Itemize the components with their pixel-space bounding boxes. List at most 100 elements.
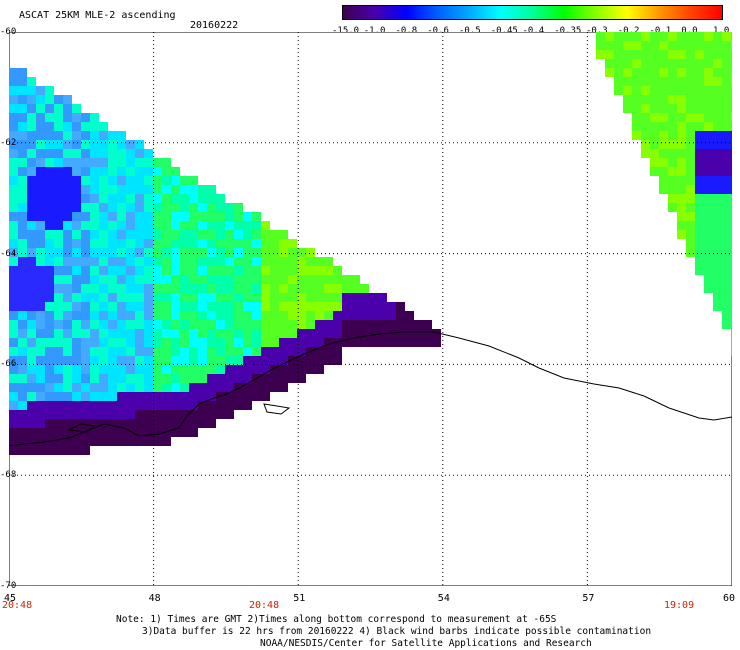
note-line-2: 3)Data buffer is 22 hrs from 20160222 4)… [142, 626, 652, 637]
wind-cell [99, 284, 108, 293]
wind-cell [72, 311, 81, 320]
wind-cell [252, 320, 261, 329]
wind-cell [99, 131, 108, 140]
wind-cell [27, 230, 36, 239]
wind-cell [126, 329, 135, 338]
wind-cell [162, 365, 171, 374]
wind-cell [9, 149, 18, 158]
wind-cell [126, 167, 135, 176]
wind-cell [63, 113, 72, 122]
wind-cell [405, 311, 414, 320]
wind-cell [9, 320, 18, 329]
wind-cell [162, 419, 171, 428]
wind-cell [54, 167, 63, 176]
wind-cell [297, 266, 306, 275]
wind-cell [677, 140, 686, 149]
wind-cell [54, 104, 63, 113]
wind-cell [623, 104, 632, 113]
wind-cell [171, 284, 180, 293]
wind-cell [614, 86, 623, 95]
wind-cell [27, 149, 36, 158]
wind-cell [279, 356, 288, 365]
wind-cell [18, 221, 27, 230]
wind-cell [324, 302, 333, 311]
wind-cell [108, 176, 117, 185]
wind-cell [225, 230, 234, 239]
wind-cell [117, 383, 126, 392]
wind-cell [324, 320, 333, 329]
wind-cell [270, 284, 279, 293]
wind-cell [252, 239, 261, 248]
wind-cell [632, 41, 641, 50]
wind-cell [108, 194, 117, 203]
wind-cell [72, 374, 81, 383]
wind-cell [27, 329, 36, 338]
wind-cell [72, 257, 81, 266]
wind-cell [722, 131, 731, 140]
wind-cell [713, 32, 722, 41]
antarctic-coastline [9, 331, 732, 447]
wind-cell [90, 167, 99, 176]
wind-cell [153, 293, 162, 302]
wind-cell [126, 230, 135, 239]
wind-cell [72, 194, 81, 203]
wind-cell [677, 149, 686, 158]
wind-cell [198, 338, 207, 347]
wind-cell [722, 320, 731, 329]
wind-cell [108, 158, 117, 167]
wind-cell [99, 329, 108, 338]
wind-cell [360, 284, 369, 293]
note-line-1: Note: 1) Times are GMT 2)Times along bot… [116, 614, 557, 625]
wind-cell [713, 275, 722, 284]
wind-cell [45, 221, 54, 230]
wind-cell [351, 320, 360, 329]
wind-cell [45, 185, 54, 194]
wind-cell [108, 212, 117, 221]
wind-cell [18, 329, 27, 338]
wind-cell [695, 203, 704, 212]
wind-cell [396, 329, 405, 338]
wind-cell [153, 176, 162, 185]
wind-cell [36, 374, 45, 383]
wind-cell [641, 86, 650, 95]
wind-cell [108, 356, 117, 365]
wind-cell [54, 446, 63, 455]
wind-cell [171, 239, 180, 248]
wind-cell [632, 122, 641, 131]
wind-cell [126, 266, 135, 275]
wind-cell [54, 230, 63, 239]
wind-cell [216, 230, 225, 239]
wind-cell [189, 239, 198, 248]
wind-cell [126, 338, 135, 347]
wind-cell [72, 203, 81, 212]
wind-cell [198, 302, 207, 311]
wind-cell [63, 194, 72, 203]
wind-cell [63, 302, 72, 311]
wind-cell [650, 140, 659, 149]
wind-cell [18, 311, 27, 320]
wind-cell [650, 32, 659, 41]
wind-cell [81, 401, 90, 410]
wind-cell [72, 338, 81, 347]
wind-cell [27, 428, 36, 437]
wind-cell [45, 122, 54, 131]
wind-cell [360, 320, 369, 329]
wind-cell [81, 392, 90, 401]
wind-cell [614, 41, 623, 50]
wind-cell [695, 140, 704, 149]
wind-cell [369, 338, 378, 347]
wind-cell [306, 293, 315, 302]
wind-cell [18, 140, 27, 149]
wind-cell [81, 158, 90, 167]
wind-cell [162, 374, 171, 383]
wind-cell [216, 347, 225, 356]
wind-cell [117, 140, 126, 149]
wind-cell [279, 365, 288, 374]
wind-cell [623, 77, 632, 86]
wind-cell [9, 140, 18, 149]
wind-cell [731, 311, 732, 320]
wind-cell [9, 203, 18, 212]
wind-cell [623, 86, 632, 95]
wind-cell [207, 275, 216, 284]
wind-cell [677, 194, 686, 203]
